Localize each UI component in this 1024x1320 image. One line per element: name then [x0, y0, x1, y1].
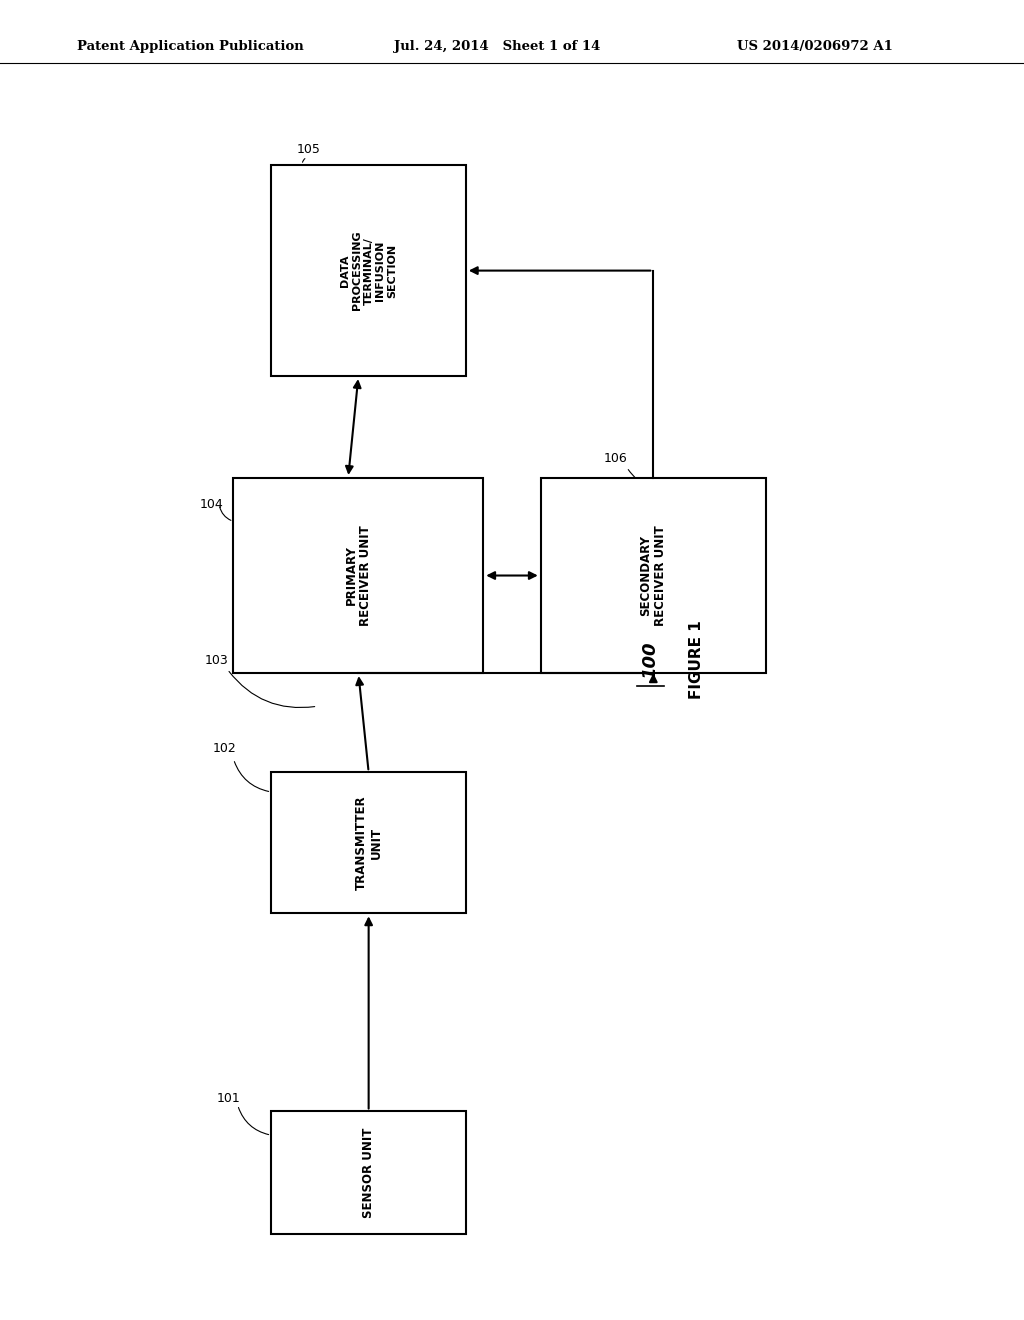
Bar	[271, 772, 466, 913]
Text: PRIMARY
RECEIVER UNIT: PRIMARY RECEIVER UNIT	[344, 525, 373, 626]
Text: FIGURE 1: FIGURE 1	[689, 620, 703, 700]
Text: 106: 106	[604, 451, 628, 465]
Text: TRANSMITTER
UNIT: TRANSMITTER UNIT	[354, 796, 383, 890]
Text: 101: 101	[217, 1092, 241, 1105]
Text: SECONDARY
RECEIVER UNIT: SECONDARY RECEIVER UNIT	[639, 525, 668, 626]
Text: 100: 100	[641, 642, 659, 678]
Text: Jul. 24, 2014   Sheet 1 of 14: Jul. 24, 2014 Sheet 1 of 14	[394, 41, 601, 53]
Text: DATA
PROCESSING
TERMINAL/
INFUSION
SECTION: DATA PROCESSING TERMINAL/ INFUSION SECTI…	[340, 231, 397, 310]
Bar	[271, 1111, 466, 1234]
Text: 105: 105	[297, 143, 321, 156]
Bar	[233, 478, 483, 673]
Bar	[541, 478, 766, 673]
Text: 104: 104	[200, 498, 223, 511]
Bar	[271, 165, 466, 376]
Text: 102: 102	[213, 742, 237, 755]
Text: Patent Application Publication: Patent Application Publication	[77, 41, 303, 53]
Text: 103: 103	[205, 653, 228, 667]
Text: US 2014/0206972 A1: US 2014/0206972 A1	[737, 41, 893, 53]
Text: SENSOR UNIT: SENSOR UNIT	[362, 1127, 375, 1218]
